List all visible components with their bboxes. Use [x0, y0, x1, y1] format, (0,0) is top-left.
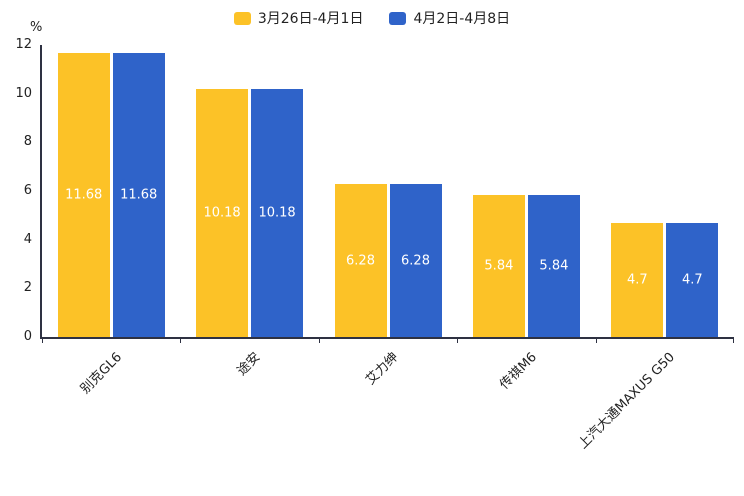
- x-category-label: 传祺M6: [497, 349, 540, 393]
- bar-value-label: 6.28: [401, 253, 430, 269]
- bar: 11.68: [112, 52, 165, 337]
- y-tick-label: 2: [23, 280, 32, 296]
- x-axis-tick: [180, 337, 182, 343]
- bar-value-label: 4.7: [681, 272, 703, 288]
- bar-value-label: 11.68: [65, 187, 103, 203]
- legend-swatch-series2-icon: [389, 11, 407, 25]
- x-axis-tick: [595, 337, 597, 343]
- x-axis-tick: [42, 337, 43, 343]
- bar-value-label: 10.18: [258, 205, 296, 221]
- x-category-label: 别克GL6: [77, 349, 125, 397]
- y-tick-label: 8: [23, 134, 32, 150]
- x-category-label: 上汽大通MAXUS G50: [576, 349, 679, 453]
- y-tick-label: 4: [23, 231, 32, 247]
- bar-value-label: 10.18: [203, 205, 241, 221]
- bar-value-label: 6.28: [346, 253, 375, 269]
- bar: 5.84: [472, 194, 525, 337]
- legend-label-series2: 4月2日-4月8日: [413, 11, 511, 27]
- plot-area: 11.68 10.18 6.28 5.84 4.7 11.68 10.18 6.28 5.84 4…: [40, 45, 734, 452]
- legend-label-series1: 3月26日-4月1日: [257, 11, 364, 27]
- bar: 10.18: [251, 89, 304, 337]
- bar-value-label: 4.7: [626, 272, 648, 288]
- y-tick-label: 0: [23, 329, 32, 344]
- bar: 6.28: [389, 184, 442, 337]
- x-axis-tick: [318, 337, 320, 343]
- bar: 10.18: [196, 89, 249, 337]
- legend-item-series2[interactable]: 4月2日-4月8日: [389, 8, 510, 28]
- y-axis-unit-label: %: [30, 20, 43, 35]
- x-axis-tick: [733, 337, 734, 343]
- bar: 4.7: [666, 222, 719, 337]
- bar: 6.28: [334, 184, 387, 337]
- legend: 3月26日-4月1日 4月2日-4月8日: [0, 8, 744, 28]
- legend-item-series1[interactable]: 3月26日-4月1日: [233, 8, 364, 28]
- bar-value-label: 11.68: [120, 187, 158, 203]
- bar-value-label: 5.84: [539, 258, 569, 274]
- y-tick-label: 12: [15, 37, 32, 52]
- y-tick-label: 6: [23, 183, 32, 198]
- y-tick-label: 10: [15, 85, 32, 101]
- legend-swatch-series1-icon: [233, 11, 251, 25]
- bar: 5.84: [527, 194, 580, 337]
- x-category-label: 艾力绅: [363, 349, 402, 389]
- x-axis-tick: [457, 337, 459, 343]
- bar: 11.68: [57, 52, 110, 337]
- bar: 4.7: [611, 222, 664, 337]
- x-category-label: 途安: [234, 349, 264, 379]
- bar-value-label: 5.84: [484, 258, 514, 274]
